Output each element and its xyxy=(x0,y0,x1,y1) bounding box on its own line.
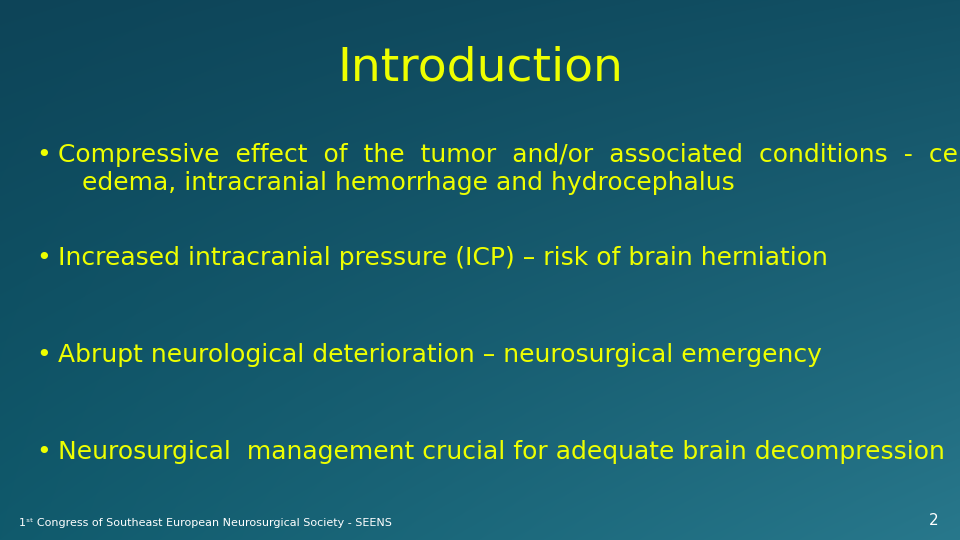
Text: •: • xyxy=(36,246,51,269)
Text: 1ˢᵗ Congress of Southeast European Neurosurgical Society - SEENS: 1ˢᵗ Congress of Southeast European Neuro… xyxy=(19,518,392,528)
Text: 2: 2 xyxy=(929,513,939,528)
Text: •: • xyxy=(36,440,51,464)
Text: •: • xyxy=(36,143,51,167)
Text: Abrupt neurological deterioration – neurosurgical emergency: Abrupt neurological deterioration – neur… xyxy=(58,343,822,367)
Text: Introduction: Introduction xyxy=(337,46,623,91)
Text: •: • xyxy=(36,343,51,367)
Text: Increased intracranial pressure (ICP) – risk of brain herniation: Increased intracranial pressure (ICP) – … xyxy=(58,246,828,269)
Text: Compressive  effect  of  the  tumor  and/or  associated  conditions  -  cerebral: Compressive effect of the tumor and/or a… xyxy=(58,143,960,195)
Text: Neurosurgical  management crucial for adequate brain decompression: Neurosurgical management crucial for ade… xyxy=(58,440,945,464)
